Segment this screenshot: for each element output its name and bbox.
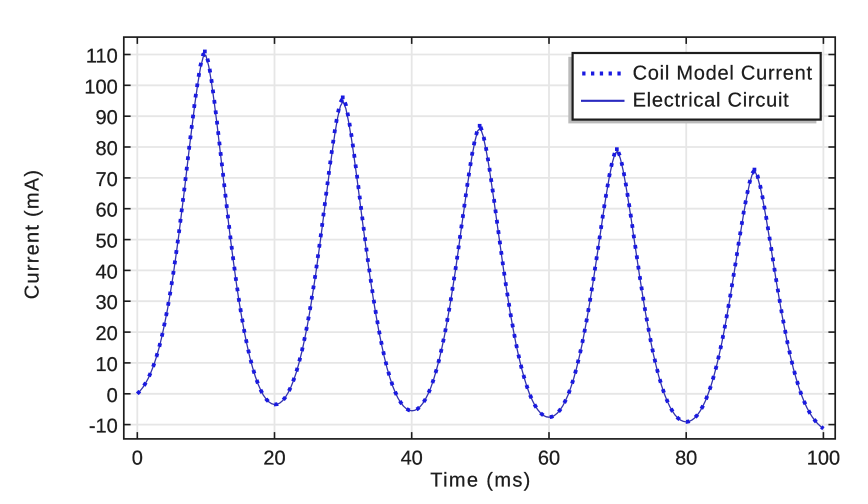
svg-text:0: 0 <box>132 448 143 470</box>
svg-text:Time (ms): Time (ms) <box>430 470 531 492</box>
svg-text:10: 10 <box>96 354 118 376</box>
svg-text:20: 20 <box>96 323 118 345</box>
svg-text:90: 90 <box>96 107 118 129</box>
svg-text:-10: -10 <box>89 416 118 438</box>
svg-text:70: 70 <box>96 169 118 191</box>
svg-text:50: 50 <box>96 231 118 253</box>
svg-text:20: 20 <box>263 448 285 470</box>
svg-text:60: 60 <box>96 200 118 222</box>
svg-text:100: 100 <box>807 448 840 470</box>
svg-text:Electrical Circuit: Electrical Circuit <box>633 90 790 112</box>
svg-text:100: 100 <box>84 76 117 98</box>
svg-text:60: 60 <box>538 448 560 470</box>
svg-text:40: 40 <box>401 448 423 470</box>
svg-text:80: 80 <box>96 138 118 160</box>
svg-text:110: 110 <box>86 46 118 68</box>
svg-text:Coil Model Current: Coil Model Current <box>633 63 813 85</box>
svg-text:80: 80 <box>675 448 697 470</box>
svg-text:0: 0 <box>107 385 118 407</box>
svg-text:40: 40 <box>96 261 118 283</box>
svg-text:Current (mA): Current (mA) <box>22 169 44 300</box>
svg-text:30: 30 <box>96 292 118 314</box>
